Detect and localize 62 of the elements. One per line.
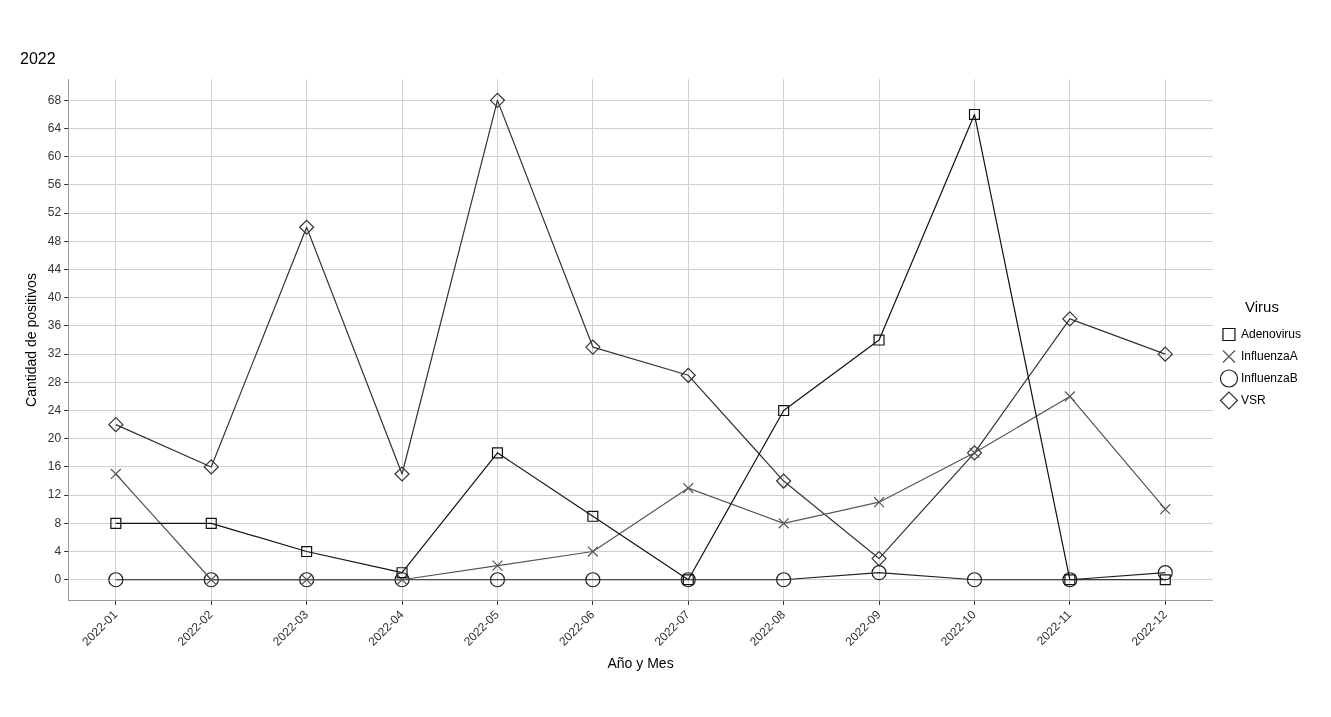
point bbox=[110, 468, 122, 480]
y-tick-label: 24 bbox=[47, 402, 62, 417]
x-axis-title: Año y Mes bbox=[607, 655, 674, 672]
legend-title: Virus bbox=[1245, 298, 1279, 316]
y-tick-label: 56 bbox=[47, 177, 62, 192]
point bbox=[1159, 574, 1171, 586]
point bbox=[873, 496, 885, 508]
y-tick-label: 16 bbox=[47, 459, 62, 474]
point bbox=[1064, 390, 1076, 402]
y-tick-label: 64 bbox=[47, 120, 62, 135]
point bbox=[394, 466, 410, 482]
point bbox=[203, 459, 219, 475]
y-axis-title: Cantidad de positivos bbox=[23, 273, 40, 407]
point bbox=[587, 545, 599, 558]
legend-label: VSR bbox=[1240, 392, 1266, 407]
point bbox=[871, 550, 887, 567]
y-tick-label: 52 bbox=[47, 205, 62, 220]
point bbox=[205, 517, 217, 529]
y-tick-label: 4 bbox=[54, 543, 62, 558]
point bbox=[301, 545, 313, 558]
legend-label: Adenovirus bbox=[1240, 326, 1302, 341]
y-tick-label: 8 bbox=[54, 515, 62, 530]
y-tick-label: 68 bbox=[47, 92, 62, 107]
point bbox=[491, 447, 503, 459]
point bbox=[108, 572, 124, 588]
point bbox=[1157, 565, 1173, 581]
y-tick-label: 40 bbox=[47, 290, 62, 305]
point bbox=[108, 417, 124, 433]
point bbox=[489, 92, 506, 108]
point bbox=[680, 367, 696, 383]
y-tick-label: 20 bbox=[47, 431, 62, 446]
y-tick-label: 12 bbox=[47, 487, 62, 502]
point bbox=[1157, 346, 1173, 362]
y-tick-label: 48 bbox=[47, 233, 62, 248]
point bbox=[299, 219, 315, 235]
point bbox=[396, 567, 408, 579]
point bbox=[966, 572, 983, 588]
legend-label: InfluenzaA bbox=[1240, 348, 1298, 363]
point bbox=[491, 560, 503, 572]
point bbox=[778, 404, 790, 417]
y-tick-label: 28 bbox=[47, 374, 62, 389]
point bbox=[968, 108, 981, 120]
point bbox=[682, 482, 694, 494]
y-tick-label: 32 bbox=[47, 346, 62, 361]
point bbox=[776, 473, 792, 489]
point bbox=[873, 334, 885, 346]
point bbox=[776, 572, 792, 588]
y-tick-label: 44 bbox=[47, 261, 62, 276]
point bbox=[871, 565, 887, 581]
chart-title: 2022 bbox=[20, 50, 56, 68]
point bbox=[1062, 311, 1078, 327]
legend-label: InfluenzaB bbox=[1240, 370, 1298, 385]
point bbox=[1159, 503, 1171, 515]
y-tick-label: 0 bbox=[54, 572, 62, 587]
point bbox=[585, 339, 601, 355]
point bbox=[489, 572, 506, 588]
point bbox=[585, 572, 601, 588]
y-tick-label: 60 bbox=[47, 149, 62, 164]
point bbox=[778, 517, 790, 529]
y-tick-label: 36 bbox=[47, 318, 62, 333]
point bbox=[587, 510, 599, 522]
point bbox=[110, 517, 122, 529]
